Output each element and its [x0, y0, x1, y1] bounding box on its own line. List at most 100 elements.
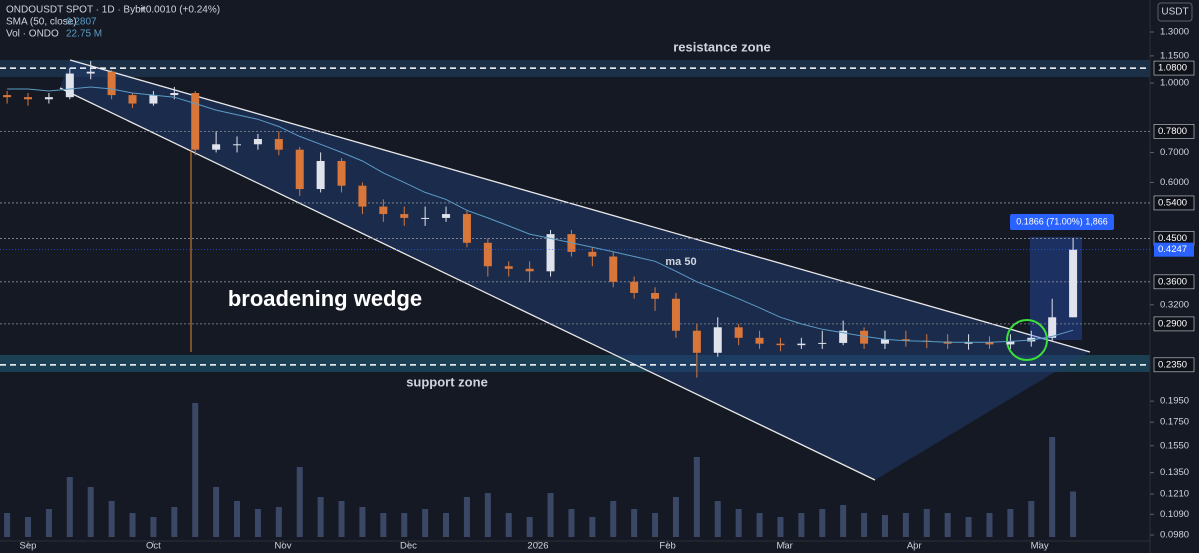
wedge-lower: [59, 87, 876, 481]
candle-body: [880, 339, 889, 344]
volume-bar: [840, 505, 847, 537]
volume-value: 22.75 M: [66, 29, 102, 40]
volume-bar: [923, 509, 930, 537]
measure-label-box: [1010, 214, 1114, 230]
candle-body: [233, 144, 242, 146]
volume-bar: [902, 513, 909, 537]
candle-body: [462, 214, 471, 243]
annotation: broadening wedge: [228, 286, 422, 311]
candle-body: [295, 149, 304, 190]
candle-body: [985, 342, 994, 345]
candle-body: [107, 71, 116, 96]
y-tick-label: 0.1090: [1160, 509, 1189, 520]
volume-bar: [66, 477, 73, 537]
candle-body: [964, 342, 973, 344]
volume-bar: [254, 509, 261, 537]
candle-body: [651, 292, 660, 299]
volume-bar: [150, 517, 157, 537]
candle-body: [400, 214, 409, 218]
level-label: 0.5400: [1158, 197, 1187, 208]
x-tick-label: May: [1031, 541, 1049, 552]
candle-body: [1048, 317, 1057, 338]
measure-label: 0.1866 (71.00%) 1,866: [1016, 216, 1108, 226]
volume-bar: [1007, 509, 1014, 537]
y-tick-label: 0.6000: [1160, 177, 1189, 188]
volume-bar: [1070, 491, 1077, 537]
candle-body: [901, 339, 910, 341]
breakout-circle: [1006, 319, 1048, 361]
volume-bar: [861, 513, 868, 537]
x-tick-label: Feb: [659, 541, 675, 552]
x-tick-label: 2026: [527, 541, 548, 552]
level-label: 1.0800: [1158, 63, 1187, 74]
sma-value: 0.2807: [66, 17, 97, 28]
candle-body: [609, 256, 618, 282]
volume-bar: [192, 403, 199, 537]
sma-name: SMA (50, close): [6, 17, 77, 28]
level-label-box: [1153, 195, 1195, 211]
candle-body: [442, 214, 451, 218]
volume-bar: [317, 497, 324, 537]
candle-body: [692, 330, 701, 353]
candle-body: [839, 330, 848, 343]
volume-bar: [1028, 501, 1035, 537]
level-label: 0.3600: [1158, 276, 1187, 287]
last-price-box: [1154, 242, 1194, 257]
candle-body: [860, 330, 869, 344]
volume-bar: [819, 509, 826, 537]
level-label-box: [1153, 124, 1195, 139]
level-label: 0.4500: [1158, 233, 1187, 244]
candle-body: [44, 97, 53, 100]
candle-body: [212, 144, 221, 150]
candle-body: [337, 160, 346, 186]
candle-body: [504, 266, 513, 269]
annotation: ma 50: [665, 256, 696, 268]
y-tick-label: 0.1350: [1160, 467, 1189, 478]
candle-body: [253, 139, 262, 145]
volume-bar: [547, 493, 554, 537]
candle-body: [170, 93, 179, 96]
candle-body: [65, 73, 74, 98]
volume-bar: [693, 457, 700, 537]
volume-bar: [87, 487, 94, 537]
volume-bar: [735, 509, 742, 537]
volume-name: Vol · ONDO: [6, 29, 59, 40]
x-tick-label: Mar: [776, 541, 792, 552]
volume-bar: [484, 493, 491, 537]
level-label: 0.2350: [1158, 359, 1187, 370]
volume-bar: [129, 513, 136, 537]
volume-bar: [652, 513, 659, 537]
volume-bar: [672, 497, 679, 537]
volume-bar: [589, 517, 596, 537]
candle-body: [379, 206, 388, 215]
volume-bar: [296, 467, 303, 537]
y-tick-label: 0.3200: [1160, 299, 1189, 310]
volume-bar: [338, 501, 345, 537]
candle-body: [776, 343, 785, 346]
wedge-upper: [69, 59, 1091, 353]
sma-line: [7, 86, 1074, 343]
volume-bar: [798, 513, 805, 537]
candle-body: [588, 251, 597, 257]
volume-bar: [359, 507, 366, 537]
candle-body: [358, 185, 367, 207]
volume-bar: [881, 515, 888, 537]
volume-bar: [213, 487, 220, 537]
volume-bar: [568, 509, 575, 537]
volume-bar: [777, 517, 784, 537]
y-tick-label: 1.3000: [1160, 27, 1189, 38]
level-label-box: [1153, 316, 1195, 332]
header: ONDOUSDT SPOT · 1D · Bybit +0.0010 (+0.2…: [6, 2, 1193, 40]
currency[interactable]: USDT: [1161, 7, 1188, 18]
volume-bar: [526, 517, 533, 537]
x-tick-label: Sep: [20, 541, 37, 552]
x-tick-label: Dec: [400, 541, 417, 552]
currency-button[interactable]: [1157, 2, 1193, 22]
x-tick-label: Nov: [275, 541, 292, 552]
volume-bar: [25, 517, 32, 537]
symbol-title: ONDOUSDT SPOT · 1D · Bybit: [6, 5, 146, 16]
candle-body: [24, 97, 33, 100]
candle-body: [3, 95, 12, 98]
volume-bar: [380, 513, 387, 537]
